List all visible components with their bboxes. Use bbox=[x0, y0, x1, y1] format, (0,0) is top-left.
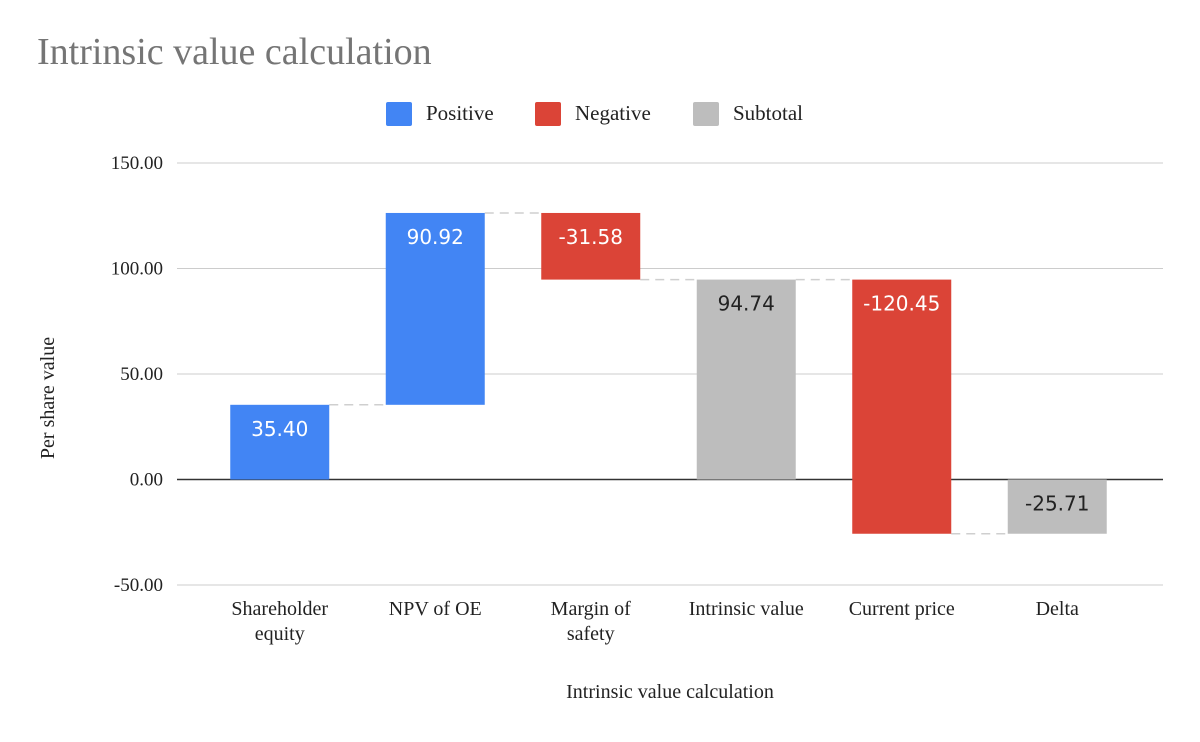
legend-swatch-negative bbox=[535, 102, 561, 126]
legend-label-positive: Positive bbox=[426, 101, 494, 125]
x-tick-label: Margin of bbox=[551, 598, 632, 620]
bar-value-label: 94.74 bbox=[718, 292, 775, 316]
x-axis-label: Intrinsic value calculation bbox=[566, 681, 774, 703]
y-tick-label: 150.00 bbox=[111, 153, 163, 174]
x-tick-label: safety bbox=[567, 623, 615, 645]
y-tick-label: 0.00 bbox=[130, 470, 163, 491]
y-tick-label: 100.00 bbox=[111, 259, 163, 280]
legend-swatch-positive bbox=[386, 102, 412, 126]
y-tick-label: -50.00 bbox=[114, 575, 163, 596]
bar-value-label: 35.40 bbox=[251, 417, 308, 441]
legend-label-negative: Negative bbox=[575, 101, 651, 125]
legend-swatch-subtotal bbox=[693, 102, 719, 126]
bar-value-label: -31.58 bbox=[559, 225, 623, 249]
bar-value-label: -25.71 bbox=[1025, 492, 1089, 516]
bar-negative bbox=[852, 279, 952, 534]
x-tick-label: NPV of OE bbox=[389, 598, 482, 620]
x-tick-label: equity bbox=[255, 623, 305, 645]
x-tick-label: Delta bbox=[1036, 598, 1079, 620]
chart-title: Intrinsic value calculation bbox=[37, 31, 432, 73]
legend-label-subtotal: Subtotal bbox=[733, 101, 803, 125]
y-tick-label: 50.00 bbox=[120, 364, 163, 385]
bar-positive bbox=[385, 212, 485, 405]
x-tick-label: Shareholder bbox=[231, 598, 328, 620]
bar-positive bbox=[230, 404, 330, 480]
x-tick-label: Current price bbox=[849, 598, 955, 620]
bar-value-label: 90.92 bbox=[407, 225, 464, 249]
x-tick-label: Intrinsic value bbox=[689, 598, 804, 620]
bar-negative bbox=[541, 212, 641, 280]
y-axis-label: Per share value bbox=[37, 337, 59, 459]
bar-subtotal bbox=[1007, 479, 1107, 534]
bar-value-label: -120.45 bbox=[863, 292, 940, 316]
bar-subtotal bbox=[696, 279, 796, 480]
